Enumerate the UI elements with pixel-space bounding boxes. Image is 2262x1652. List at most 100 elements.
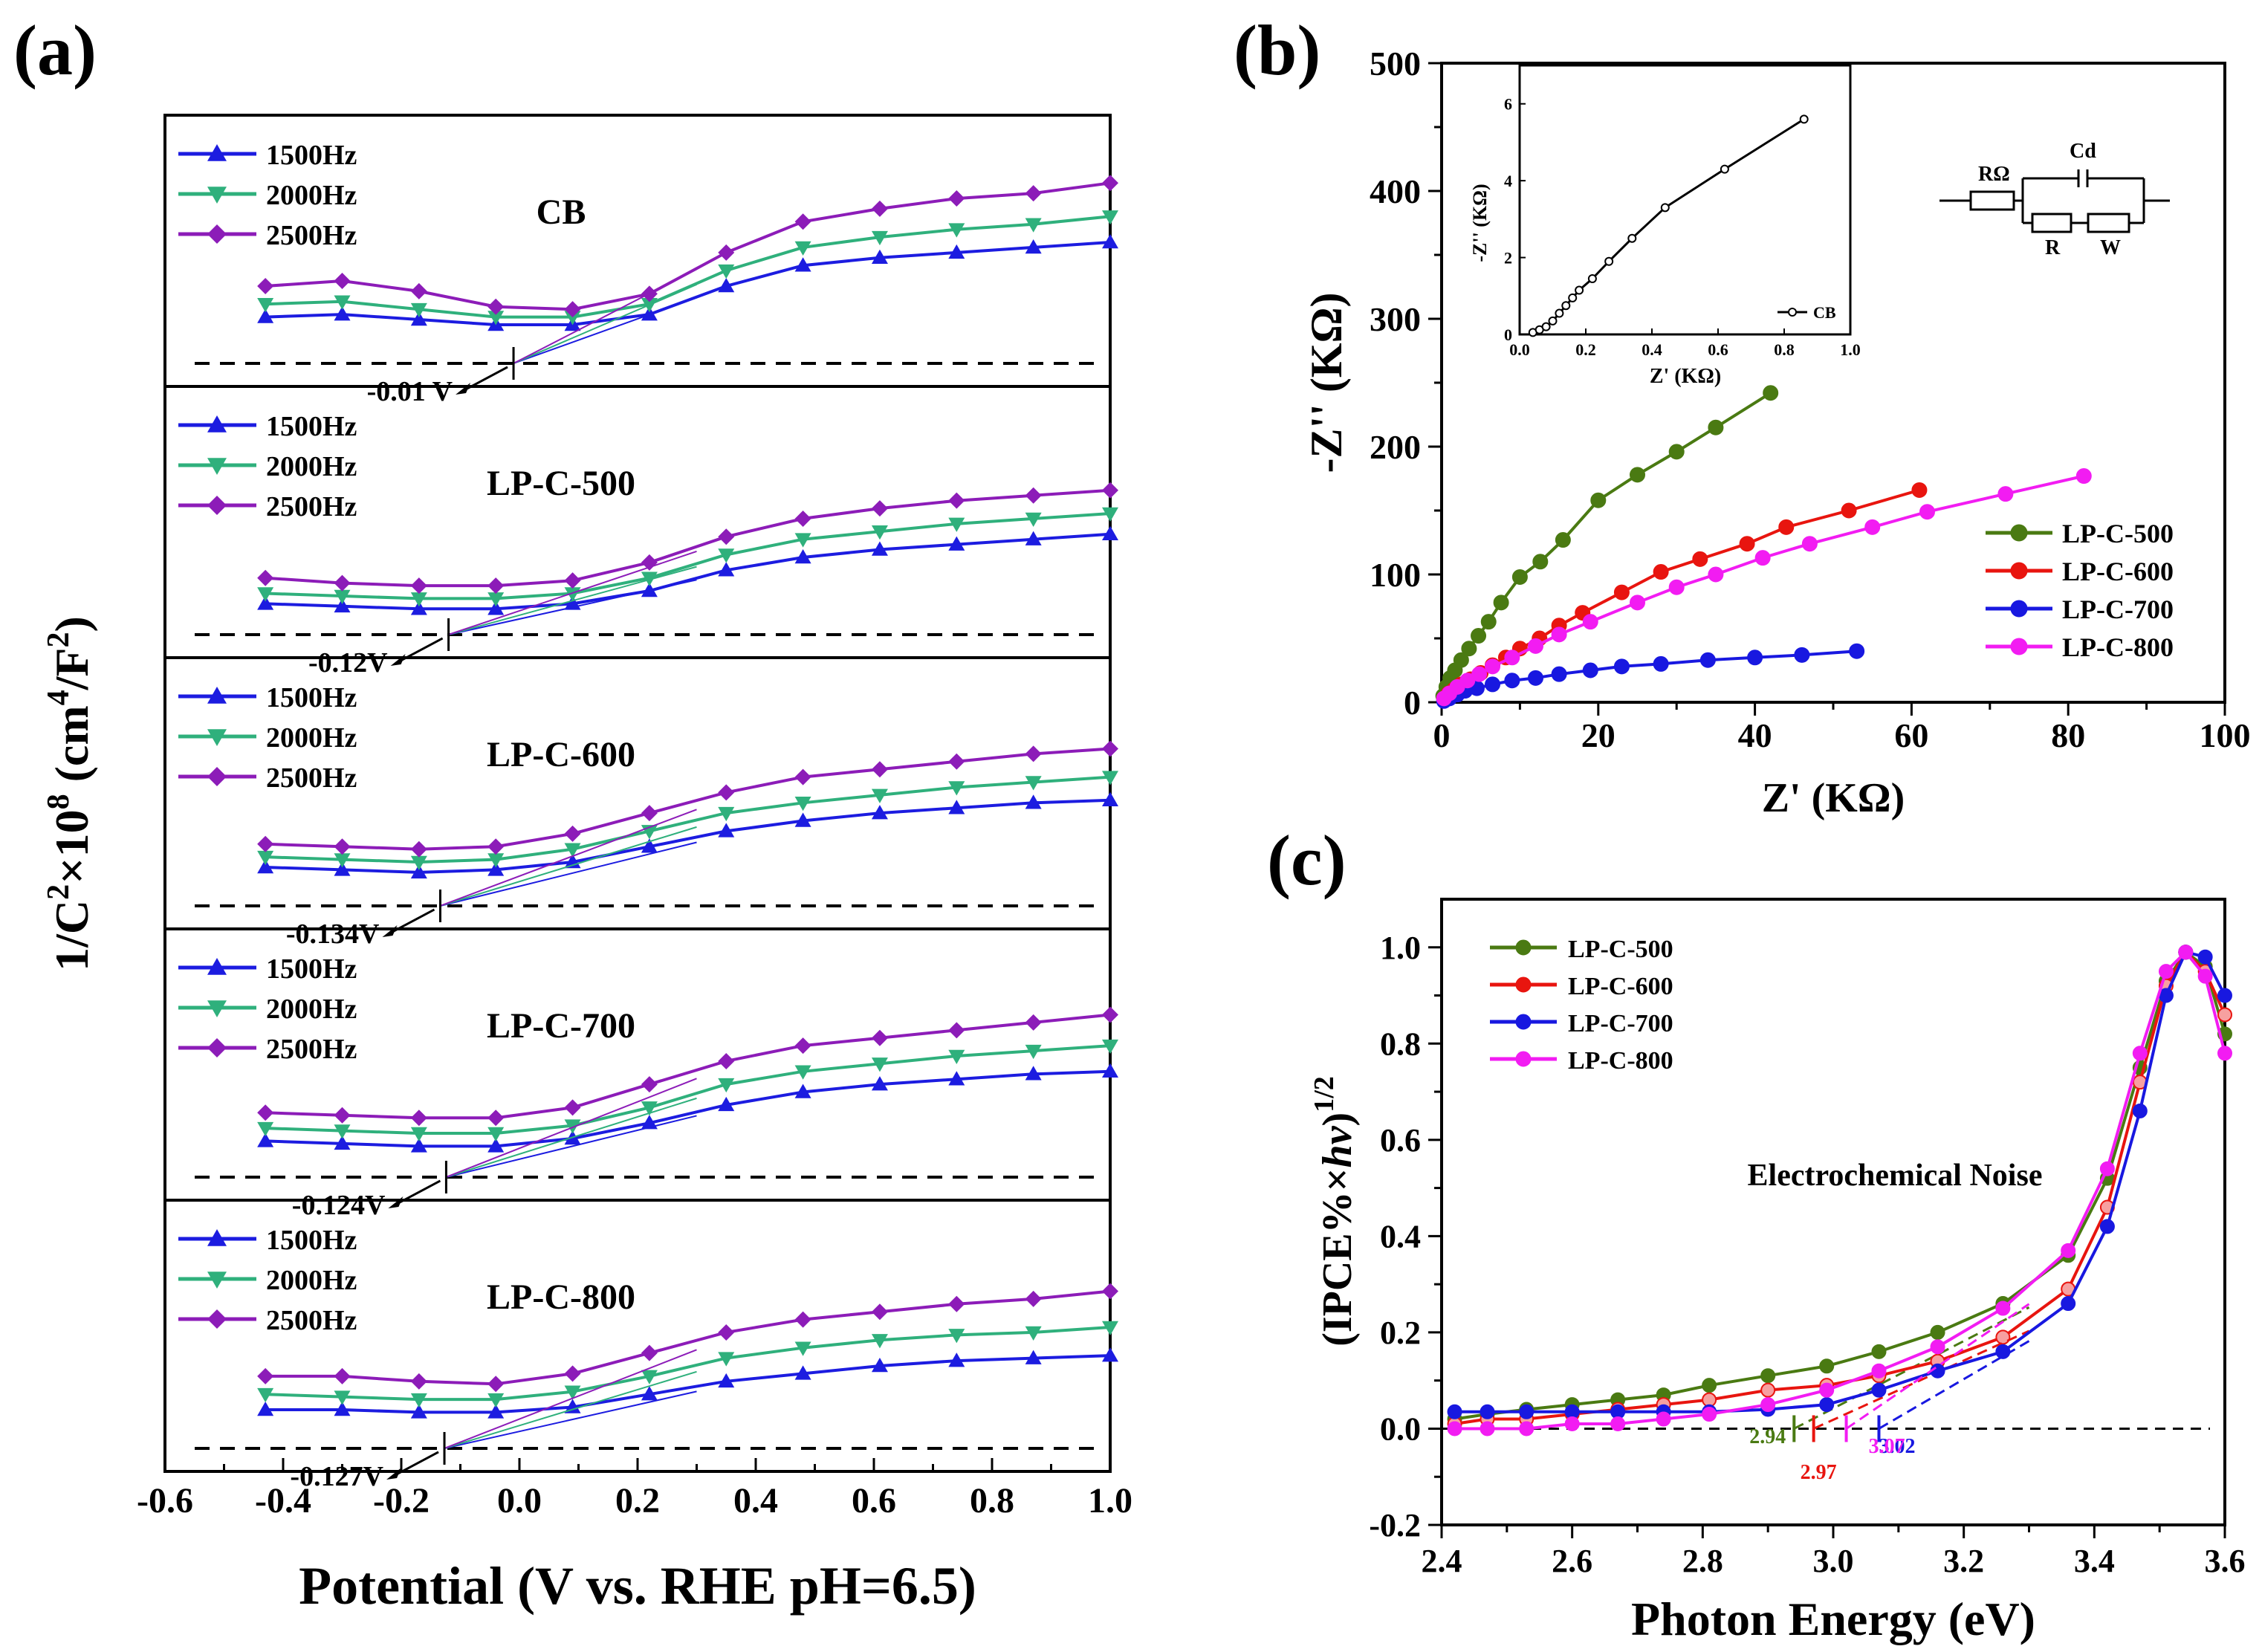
data-point-2000Hz xyxy=(564,311,581,325)
data-point-LP-C-800 xyxy=(1871,1363,1887,1379)
data-point-2000Hz xyxy=(718,264,735,279)
data-point-2000Hz xyxy=(487,853,505,868)
data-point-2500Hz xyxy=(564,1099,581,1116)
inset-series xyxy=(1528,114,1809,337)
legend-marker-2000Hz xyxy=(207,729,227,746)
data-point-1500Hz xyxy=(1102,791,1118,807)
data-point-1500Hz xyxy=(487,1138,505,1153)
data-point-2000Hz xyxy=(794,241,811,256)
data-point-2500Hz xyxy=(871,500,888,517)
data-point-2000Hz xyxy=(257,587,274,602)
data-point-2500Hz xyxy=(718,528,735,545)
data-point-2500Hz xyxy=(334,838,351,855)
data-point-LP-C-800 xyxy=(2061,1243,2076,1258)
data-point-2500Hz xyxy=(410,1110,427,1127)
inset-x-tick-label: 0.4 xyxy=(1642,340,1662,359)
inset-y-tick-label: 4 xyxy=(1504,172,1512,190)
flatband-arrow xyxy=(395,637,444,664)
series-line-2500Hz xyxy=(265,747,1111,851)
panel-c-bandgap-markers: 2.94 2.97 3.023.07 xyxy=(1749,1415,1915,1484)
data-point-LP-C-800 xyxy=(1702,1407,1717,1422)
data-point-2000Hz xyxy=(334,589,351,604)
data-point-1500Hz xyxy=(948,1071,965,1086)
data-point-2000Hz xyxy=(410,855,427,871)
fit-line-1500Hz xyxy=(513,297,697,364)
data-point-2000Hz xyxy=(410,1127,427,1142)
data-point-LP-C-700 xyxy=(1447,1404,1462,1419)
panel-a-x-tick-label: 0.6 xyxy=(852,1481,896,1520)
data-point-2500Hz xyxy=(948,1022,965,1039)
legend-label: LP-C-500 xyxy=(1568,936,1673,963)
data-point-2000Hz xyxy=(410,1393,427,1408)
data-point-LP-C-700 xyxy=(1794,647,1810,663)
data-point-2000Hz xyxy=(410,592,427,607)
data-point-1500Hz xyxy=(487,600,505,615)
data-point-LP-C-500 xyxy=(1590,492,1607,508)
data-point-2500Hz xyxy=(794,510,811,527)
data-point-2500Hz xyxy=(257,835,274,852)
panel-c-legend: LP-C-500 LP-C-600 LP-C-700 LP-C-800 xyxy=(1490,936,1673,1075)
legend-marker-LP-C-600 xyxy=(2010,562,2028,580)
data-point-1500Hz xyxy=(641,838,658,853)
data-point-2000Hz xyxy=(871,1334,888,1349)
data-point-2500Hz xyxy=(871,200,888,217)
legend-label: 2000Hz xyxy=(266,451,357,482)
series-line-LP-C-500 xyxy=(1442,392,1772,697)
flatband-label: -0.124V xyxy=(292,1190,386,1221)
legend-label: 1500Hz xyxy=(266,682,357,713)
series-line-2000Hz xyxy=(265,512,1111,600)
panel-b-y-tick-label: 300 xyxy=(1370,300,1421,338)
inset-frame xyxy=(1518,64,1852,336)
data-point-LP-C-700 xyxy=(1995,1344,2011,1359)
equivalent-circuit-diagram xyxy=(1939,169,2170,233)
panel-b-y-tick-label: 500 xyxy=(1370,45,1421,82)
data-point-2000Hz xyxy=(1102,507,1118,522)
bandgap-label-LP-C-500: 2.94 xyxy=(1749,1425,1786,1448)
legend-label: 2000Hz xyxy=(266,180,357,211)
data-point-2500Hz xyxy=(718,784,735,801)
data-point-1500Hz xyxy=(410,1138,427,1153)
panel-label-b: (b) xyxy=(1234,10,1320,90)
panel-a-x-tick-label: 0.8 xyxy=(970,1481,1014,1520)
panel-b-x-tick-label: 100 xyxy=(2200,716,2251,754)
inset-data-point xyxy=(1568,293,1578,302)
subplot-LP-C-600: -0.134V LP-C-600 1500Hz 2000Hz 2500Hz xyxy=(165,656,1118,950)
fit-line-2500Hz xyxy=(446,1078,697,1178)
legend-marker-LP-C-600 xyxy=(1515,976,1532,993)
series-line-2000Hz xyxy=(265,1326,1111,1402)
data-point-LP-C-700 xyxy=(1504,673,1520,689)
inset-x-tick-label: 0.0 xyxy=(1509,340,1530,359)
data-point-2500Hz xyxy=(948,190,965,207)
legend-marker-1500Hz xyxy=(207,144,227,161)
data-point-1500Hz xyxy=(948,536,965,551)
legend-marker-1500Hz xyxy=(207,415,227,433)
circuit-label-cd: Cd xyxy=(2070,140,2096,163)
circuit-label-w: W xyxy=(2100,236,2121,259)
data-point-LP-C-600 xyxy=(1739,536,1755,552)
data-point-LP-C-800 xyxy=(1485,658,1501,675)
data-point-2000Hz xyxy=(257,1387,274,1403)
legend-label: 1500Hz xyxy=(266,140,357,171)
series-line-2500Hz xyxy=(265,1013,1111,1120)
data-point-2000Hz xyxy=(794,797,811,812)
data-point-2000Hz xyxy=(334,1390,351,1405)
data-point-2000Hz xyxy=(487,1393,505,1408)
legend-label: LP-C-800 xyxy=(2062,632,2174,662)
data-point-LP-C-800 xyxy=(1564,1416,1580,1431)
data-point-LP-C-800 xyxy=(1630,595,1645,611)
legend-marker-1500Hz xyxy=(207,958,227,975)
inset-data-point xyxy=(1561,301,1571,311)
legend-label: 2000Hz xyxy=(266,994,357,1025)
data-point-LP-C-700 xyxy=(1519,1404,1535,1419)
panel-a-mott-schottky: -0.6 -0.4 -0.2 0.0 0.2 0.4 0.6 0.8 1.0 -0.01 V CB… xyxy=(42,114,1132,1616)
data-point-2500Hz xyxy=(1025,185,1042,202)
data-point-2500Hz xyxy=(487,1376,505,1393)
data-point-LP-C-800 xyxy=(2099,1161,2115,1176)
data-point-2000Hz xyxy=(1025,512,1042,527)
inset-x-tick-label: 1.0 xyxy=(1840,340,1861,359)
circuit-label-r-omega: RΩ xyxy=(1978,163,2010,186)
data-point-2000Hz xyxy=(718,1352,735,1367)
legend-label: LP-C-800 xyxy=(1568,1047,1673,1075)
panel-c-y-axis-title: (IPCE%×hv)1/2 xyxy=(1309,1076,1361,1347)
